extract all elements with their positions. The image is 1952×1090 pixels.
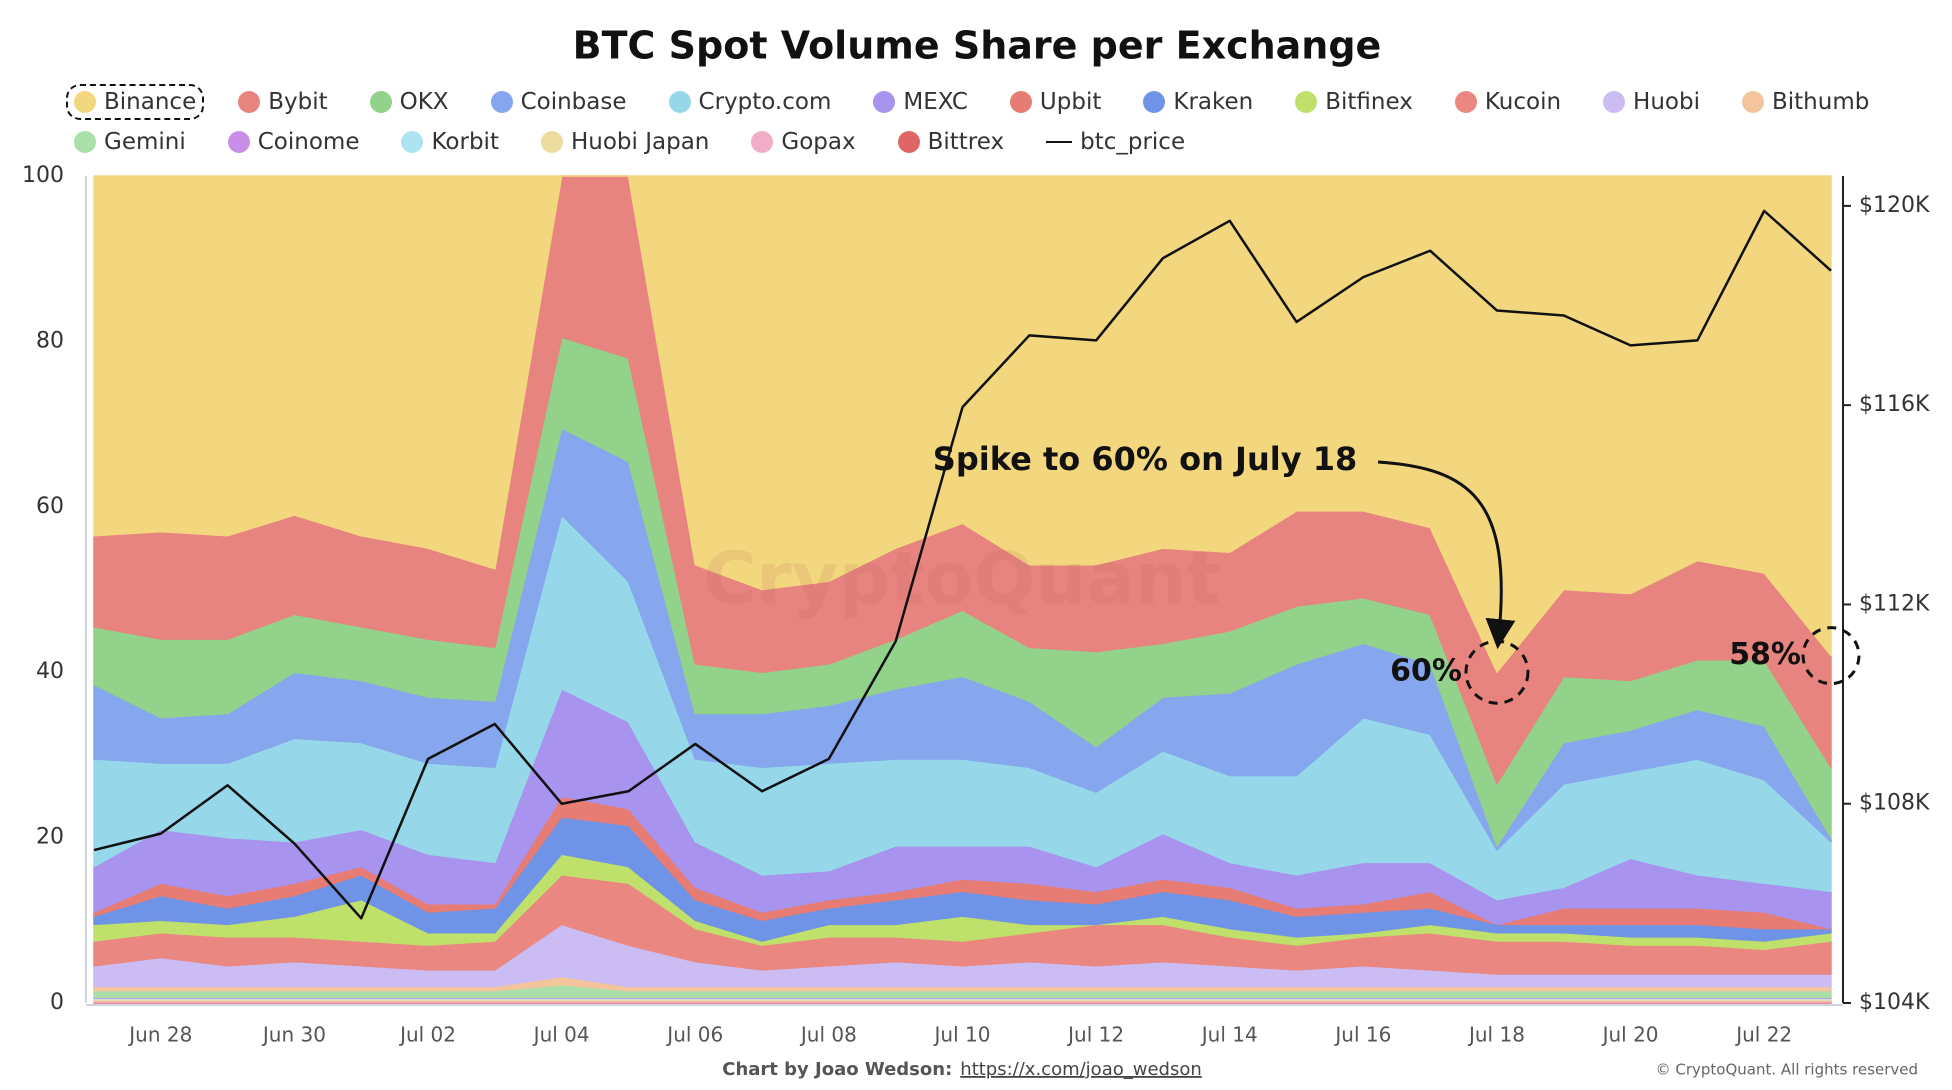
legend-item[interactable]: Upbit — [1002, 84, 1109, 120]
legend-marker — [1603, 91, 1626, 113]
legend-marker — [1009, 91, 1032, 113]
x-tick-label: Jul 18 — [1467, 1023, 1525, 1047]
annotation: 58% — [1729, 637, 1801, 672]
legend-label: MEXC — [903, 89, 968, 115]
x-tick-label: Jul 12 — [1066, 1023, 1124, 1047]
x-tick-label: Jul 14 — [1200, 1023, 1258, 1047]
legend-item[interactable]: Bithumb — [1734, 84, 1877, 120]
x-tick-label: Jun 30 — [261, 1023, 326, 1047]
y2-tick-label: $112K — [1859, 591, 1930, 616]
legend-item[interactable]: Binance — [66, 84, 205, 120]
legend-item[interactable]: Bittrex — [890, 124, 1013, 160]
x-tick-label: Jul 02 — [398, 1023, 456, 1047]
y2-tick-label: $116K — [1859, 392, 1930, 417]
legend-label: btc_price — [1080, 129, 1186, 155]
legend-marker — [1295, 91, 1318, 113]
legend-label: Korbit — [431, 129, 499, 155]
annotation: Spike to 60% on July 18 — [933, 440, 1357, 478]
annotation: 60% — [1390, 654, 1462, 689]
highlight-circle — [1801, 626, 1861, 686]
copyright: © CryptoQuant. All rights reserved — [1656, 1061, 1918, 1079]
y-tick-label: 40 — [36, 659, 64, 684]
x-tick-label: Jul 08 — [799, 1023, 857, 1047]
legend-label: Coinome — [257, 129, 360, 155]
y-tick-label: 80 — [36, 328, 64, 353]
legend-marker — [1454, 91, 1477, 113]
x-tick-label: Jul 06 — [665, 1023, 723, 1047]
legend-item[interactable]: Korbit — [393, 124, 506, 160]
legend-marker — [751, 131, 774, 153]
annotation-arrow — [1377, 460, 1516, 650]
legend-marker — [490, 91, 513, 113]
legend-label: Bithumb — [1771, 89, 1870, 115]
x-tick-label: Jul 20 — [1601, 1023, 1659, 1047]
legend-marker — [1046, 141, 1073, 143]
legend-item[interactable]: OKX — [362, 84, 457, 120]
x-tick-label: Jul 22 — [1734, 1023, 1792, 1047]
y-tick-label: 100 — [22, 163, 64, 188]
legend-item[interactable]: Bitfinex — [1287, 84, 1421, 120]
legend-label: Coinbase — [520, 89, 627, 115]
y2-tick-label: $120K — [1859, 193, 1930, 218]
watermark: CryptoQuant — [703, 537, 1220, 621]
legend-marker — [1741, 91, 1764, 113]
legend-label: Kucoin — [1484, 89, 1562, 115]
legend-marker — [873, 91, 896, 113]
x-tick-label: Jul 04 — [532, 1023, 590, 1047]
legend-item[interactable]: Gopax — [743, 124, 863, 160]
legend-item[interactable]: MEXC — [865, 84, 976, 120]
legend-label: Bybit — [268, 89, 328, 115]
legend-label: Huobi Japan — [570, 129, 710, 155]
legend-item[interactable]: Kucoin — [1447, 84, 1569, 120]
credit: Chart by Joao Wedson: — [722, 1059, 952, 1080]
x-tick-label: Jul 16 — [1333, 1023, 1391, 1047]
legend-marker — [369, 91, 392, 113]
legend-marker — [74, 91, 96, 113]
legend-label: Bitfinex — [1325, 89, 1413, 115]
y2-tick-label: $104K — [1859, 990, 1930, 1015]
legend-marker — [1143, 91, 1166, 113]
x-tick-label: Jul 10 — [933, 1023, 991, 1047]
legend-label: Gopax — [781, 129, 856, 155]
footer-credit: Chart by Joao Wedson: https://x.com/joao_… — [722, 1059, 1202, 1080]
legend-marker — [227, 131, 250, 153]
legend-marker — [401, 131, 424, 153]
legend-marker — [74, 131, 96, 153]
legend-marker — [540, 131, 563, 153]
y2-tick-label: $108K — [1859, 791, 1930, 816]
chart-title: BTC Spot Volume Share per Exchange — [573, 24, 1382, 68]
y-tick-label: 0 — [50, 990, 64, 1015]
legend-label: Crypto.com — [698, 89, 832, 115]
legend-item[interactable]: Huobi — [1595, 84, 1708, 120]
legend-label: Bittrex — [927, 129, 1005, 155]
legend-label: Huobi — [1633, 89, 1700, 115]
legend-marker — [238, 91, 261, 113]
area-series — [93, 175, 1832, 673]
x-tick-label: Jun 28 — [127, 1023, 192, 1047]
legend-item[interactable]: btc_price — [1038, 124, 1193, 160]
legend-item[interactable]: Huobi Japan — [533, 124, 717, 160]
highlight-circle — [1464, 639, 1530, 705]
legend-marker — [668, 91, 691, 113]
y-tick-label: 60 — [36, 494, 64, 519]
legend-item[interactable]: Gemini — [66, 124, 194, 160]
legend-label: Binance — [104, 89, 197, 115]
y-tick-label: 20 — [36, 825, 64, 850]
legend-item[interactable]: Crypto.com — [661, 84, 840, 120]
legend-label: Upbit — [1039, 89, 1102, 115]
credit-link[interactable]: https://x.com/joao_wedson — [960, 1059, 1201, 1080]
price-line — [93, 209, 1832, 920]
legend-label: Gemini — [104, 129, 186, 155]
legend-item[interactable]: Kraken — [1135, 84, 1261, 120]
legend: Binance Bybit OKX Coinbase Crypto.com MEXC Upb… — [66, 84, 1906, 160]
legend-label: OKX — [399, 89, 449, 115]
legend-label: Kraken — [1173, 89, 1254, 115]
legend-item[interactable]: Coinbase — [483, 84, 635, 120]
legend-item[interactable]: Bybit — [230, 84, 335, 120]
legend-marker — [897, 131, 920, 153]
legend-item[interactable]: Coinome — [220, 124, 368, 160]
